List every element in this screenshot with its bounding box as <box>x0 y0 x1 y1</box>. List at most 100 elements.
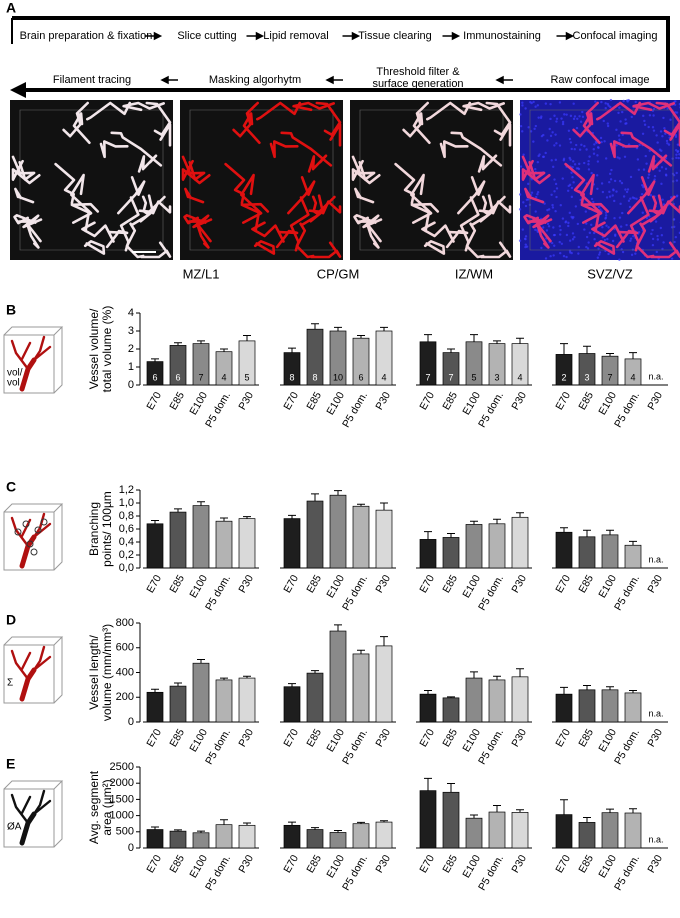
nucleus-dot <box>593 148 595 150</box>
nucleus-dot <box>610 178 612 180</box>
nucleus-dot <box>638 169 640 171</box>
nucleus-dot <box>598 253 600 255</box>
nucleus-dot <box>596 174 598 176</box>
nucleus-dot <box>642 115 644 117</box>
nucleus-dot <box>552 226 554 228</box>
workflow-arrow <box>557 33 573 39</box>
nucleus-dot <box>563 158 565 160</box>
nucleus-dot <box>572 238 574 240</box>
nucleus-dot <box>560 117 562 119</box>
nucleus-dot <box>548 208 550 210</box>
nucleus-dot <box>548 225 550 227</box>
n-label: 6 <box>152 372 157 382</box>
y-tick-label: 0,4 <box>119 536 134 548</box>
workflow-step: surface generation <box>372 78 463 90</box>
nucleus-dot <box>648 173 650 175</box>
bar <box>353 654 369 722</box>
workflow-arrow <box>327 77 343 83</box>
icon-label: Σ <box>7 678 13 689</box>
nucleus-dot <box>605 214 607 216</box>
y-tick-label: 1,2 <box>119 484 134 496</box>
nucleus-dot <box>550 135 552 137</box>
error-bar <box>311 494 319 501</box>
bar <box>376 510 392 568</box>
workflow-step: Immunostaining <box>463 30 541 42</box>
nucleus-dot <box>576 127 578 129</box>
error-bar <box>311 324 319 329</box>
nucleus-dot <box>668 143 670 145</box>
x-tick-label: P30 <box>645 390 665 412</box>
bar <box>307 673 323 722</box>
bar <box>602 535 618 568</box>
nucleus-dot <box>571 148 573 150</box>
nucleus-dot <box>618 139 620 141</box>
error-bar <box>288 684 296 687</box>
nucleus-dot <box>618 106 620 108</box>
nucleus-dot <box>629 197 631 199</box>
nucleus-dot <box>525 235 527 237</box>
error-bar <box>493 341 501 344</box>
nucleus-dot <box>633 197 635 199</box>
bar <box>579 537 595 568</box>
nucleus-dot <box>642 133 644 135</box>
nucleus-dot <box>590 172 592 174</box>
n-label: 4 <box>630 372 635 382</box>
error-bar <box>516 513 524 518</box>
error-bar <box>583 818 591 823</box>
nucleus-dot <box>622 251 624 253</box>
x-tick-label: E70 <box>553 727 573 749</box>
nucleus-dot <box>554 234 556 236</box>
bar <box>443 792 459 848</box>
nucleus-dot <box>553 144 555 146</box>
bar <box>193 833 209 848</box>
nucleus-dot <box>591 198 593 200</box>
nucleus-dot <box>622 100 624 102</box>
nucleus-dot <box>630 176 632 178</box>
nucleus-dot <box>619 180 621 182</box>
nucleus-dot <box>553 115 555 117</box>
error-bar <box>470 672 478 678</box>
bar <box>330 631 346 722</box>
error-bar <box>334 491 342 496</box>
y-tick-label: 0,2 <box>119 549 134 561</box>
nucleus-dot <box>647 126 649 128</box>
nucleus-dot <box>546 229 548 231</box>
nucleus-dot <box>519 240 521 242</box>
error-bar <box>447 534 455 538</box>
nucleus-dot <box>569 212 571 214</box>
error-bar <box>560 528 568 533</box>
nucleus-dot <box>551 242 553 244</box>
workflow-arrow <box>497 77 513 83</box>
error-bar <box>380 327 388 331</box>
nucleus-dot <box>571 196 573 198</box>
nucleus-dot <box>562 177 564 179</box>
nucleus-dot <box>676 195 678 197</box>
icon-label: vol <box>7 378 20 389</box>
nucleus-dot <box>643 168 645 170</box>
workflow-step: Tissue clearing <box>358 30 432 42</box>
microscopy-image <box>519 99 680 261</box>
error-bar <box>560 800 568 815</box>
nucleus-dot <box>572 103 574 105</box>
x-tick-label: E100 <box>187 573 210 600</box>
nucleus-dot <box>645 155 647 157</box>
nucleus-dot <box>643 120 645 122</box>
x-tick-label: E100 <box>324 853 347 880</box>
na-label: n.a. <box>648 554 663 564</box>
bar <box>330 832 346 848</box>
bar <box>353 824 369 848</box>
workflow-step: Confocal imaging <box>573 30 658 42</box>
nucleus-dot <box>638 144 640 146</box>
nucleus-dot <box>593 232 595 234</box>
bar <box>239 519 255 568</box>
nucleus-dot <box>575 205 577 207</box>
nucleus-dot <box>652 126 654 128</box>
x-tick-label: E85 <box>304 853 324 875</box>
x-tick-label: P30 <box>236 573 256 595</box>
nucleus-dot <box>645 162 647 164</box>
nucleus-dot <box>534 229 536 231</box>
microscopy-image <box>10 100 173 260</box>
error-bar <box>220 820 228 825</box>
error-bar <box>311 671 319 673</box>
nucleus-dot <box>631 116 633 118</box>
